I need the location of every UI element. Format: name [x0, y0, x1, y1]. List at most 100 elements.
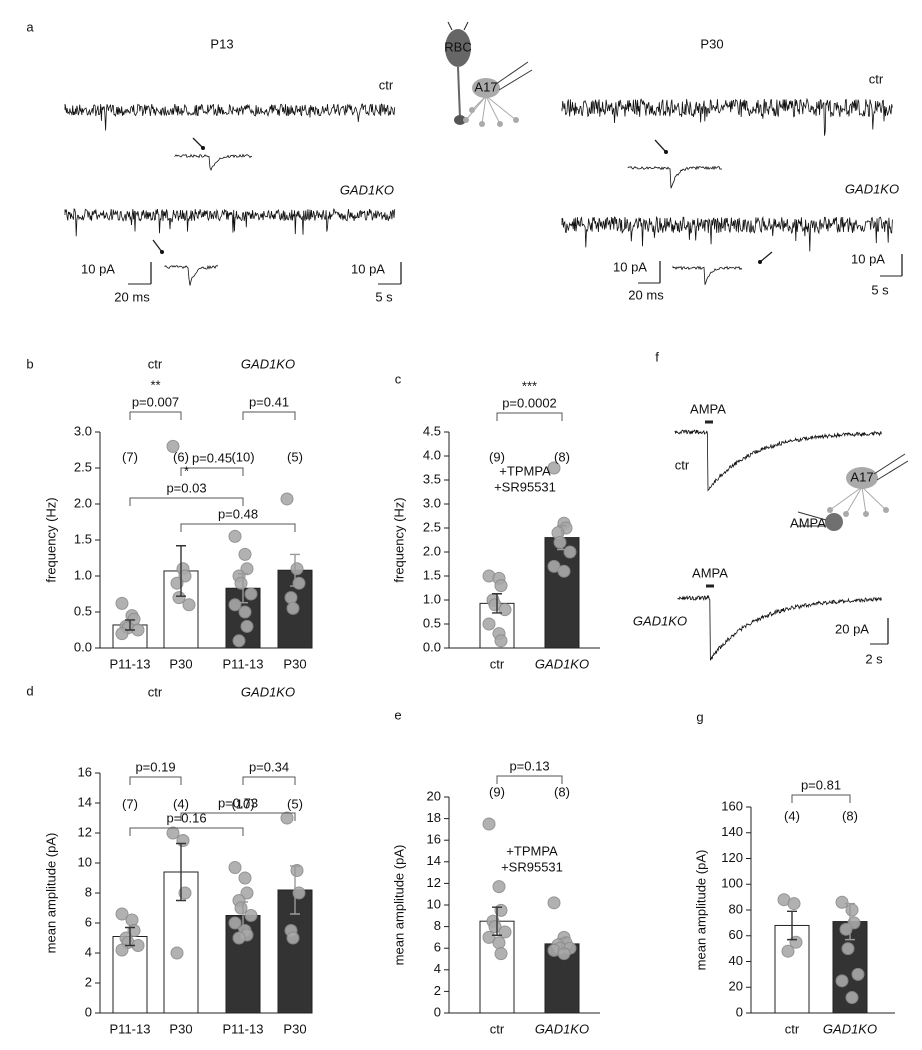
- x-tick-label: P30: [283, 1021, 306, 1036]
- varicosity: [463, 117, 469, 123]
- y-tick-label: 1.5: [74, 531, 92, 546]
- y-tick-label: 1.0: [423, 591, 441, 606]
- data-point: [547, 461, 561, 475]
- label: P30: [700, 36, 723, 51]
- p-value: p=0.19: [135, 759, 175, 774]
- label: GAD1KO: [340, 182, 394, 197]
- data-point: [492, 936, 506, 950]
- y-axis-label: frequency (Hz): [391, 497, 406, 582]
- label: 10 pA: [851, 251, 885, 266]
- data-point: [238, 605, 252, 619]
- data-point: [280, 811, 294, 825]
- data-point: [240, 619, 254, 633]
- cell-a17: [472, 78, 500, 98]
- x-tick-label: P30: [169, 1021, 192, 1036]
- label: RBC: [444, 39, 471, 54]
- y-tick-label: 4.0: [423, 447, 441, 462]
- data-point: [563, 545, 577, 559]
- data-point: [835, 974, 849, 988]
- data-point: [280, 492, 294, 506]
- dendrite: [447, 21, 453, 31]
- sig-bracket: [496, 412, 563, 421]
- data-point: [238, 871, 252, 885]
- error-bar: [238, 573, 248, 604]
- data-point: [125, 913, 139, 927]
- panel-letter: b: [26, 356, 33, 371]
- annotation: +SR95531: [501, 859, 563, 874]
- data-point: [228, 529, 242, 543]
- x-tick-label: P11-13: [223, 656, 264, 671]
- label: ctr: [869, 71, 884, 86]
- y-tick-label: 4: [434, 961, 441, 976]
- y-tick-label: 1.5: [423, 567, 441, 582]
- sig-bracket: [791, 794, 851, 803]
- data-point: [482, 617, 496, 631]
- data-point: [494, 634, 508, 648]
- n-label: (7): [122, 449, 138, 464]
- y-tick-label: 40: [729, 953, 743, 968]
- y-tick-label: 3.0: [423, 495, 441, 510]
- x-tick-label: ctr: [785, 1021, 800, 1036]
- varicosity: [863, 511, 869, 517]
- y-tick-label: 0.0: [74, 639, 92, 654]
- data-point: [553, 535, 567, 549]
- data-point: [228, 861, 242, 874]
- trace: [677, 594, 882, 661]
- data-point: [482, 930, 496, 944]
- annotation: +TPMPA: [506, 843, 558, 858]
- p-value: p=0.48: [218, 506, 258, 521]
- sig-bracket: [129, 776, 182, 785]
- data-point: [557, 947, 571, 961]
- y-tick-label: 0.0: [423, 639, 441, 654]
- arrow-head: [758, 260, 762, 264]
- pipette: [495, 61, 533, 91]
- p-value: p=0.13: [509, 758, 549, 773]
- y-tick-label: 0: [85, 1004, 92, 1019]
- data-point: [290, 864, 304, 877]
- n-label: (6): [173, 449, 189, 464]
- cell-rbc: [445, 29, 471, 67]
- arrow: [654, 139, 667, 153]
- arrow-head: [201, 146, 205, 150]
- y-tick-label: 120: [721, 850, 743, 865]
- n-label: (8): [842, 808, 858, 823]
- y-tick-label: 6: [434, 940, 441, 955]
- y-axis-label: mean amplitude (pA): [391, 845, 406, 966]
- cell-a17: [846, 467, 878, 489]
- dendrite: [463, 21, 469, 31]
- y-tick-label: 2: [85, 974, 92, 989]
- x-tick-label: P11-13: [223, 1021, 264, 1036]
- varicosity: [469, 107, 475, 113]
- group-label: ctr: [148, 356, 163, 371]
- data-point: [290, 562, 304, 576]
- y-tick-label: 20: [427, 788, 441, 803]
- sig-bracket: [180, 812, 296, 821]
- y-tick-label: 0: [736, 1004, 743, 1019]
- y-tick-label: 2: [434, 983, 441, 998]
- data-point: [851, 967, 865, 981]
- x-tick-label: P11-13: [110, 656, 151, 671]
- process: [485, 95, 501, 125]
- data-point: [835, 895, 849, 909]
- arrow: [759, 251, 773, 263]
- process: [829, 486, 863, 511]
- trace: [64, 103, 396, 131]
- label: ctr: [675, 457, 690, 472]
- y-tick-label: 4.5: [423, 423, 441, 438]
- significance-stars: ***: [522, 378, 537, 393]
- x-tick-label: GAD1KO: [535, 656, 589, 671]
- inset-trace: [164, 264, 219, 286]
- sig-bracket: [180, 467, 244, 476]
- p-value: p=0.73: [218, 795, 258, 810]
- varicosity: [513, 117, 519, 123]
- data-point: [839, 922, 853, 936]
- arrow-head: [160, 250, 164, 254]
- error-bar: [290, 553, 300, 587]
- data-point: [176, 834, 190, 847]
- panel-letter: e: [394, 707, 401, 722]
- panel-letter: d: [26, 683, 33, 698]
- trace: [561, 215, 893, 252]
- y-tick-label: 60: [729, 927, 743, 942]
- y-tick-label: 16: [427, 832, 441, 847]
